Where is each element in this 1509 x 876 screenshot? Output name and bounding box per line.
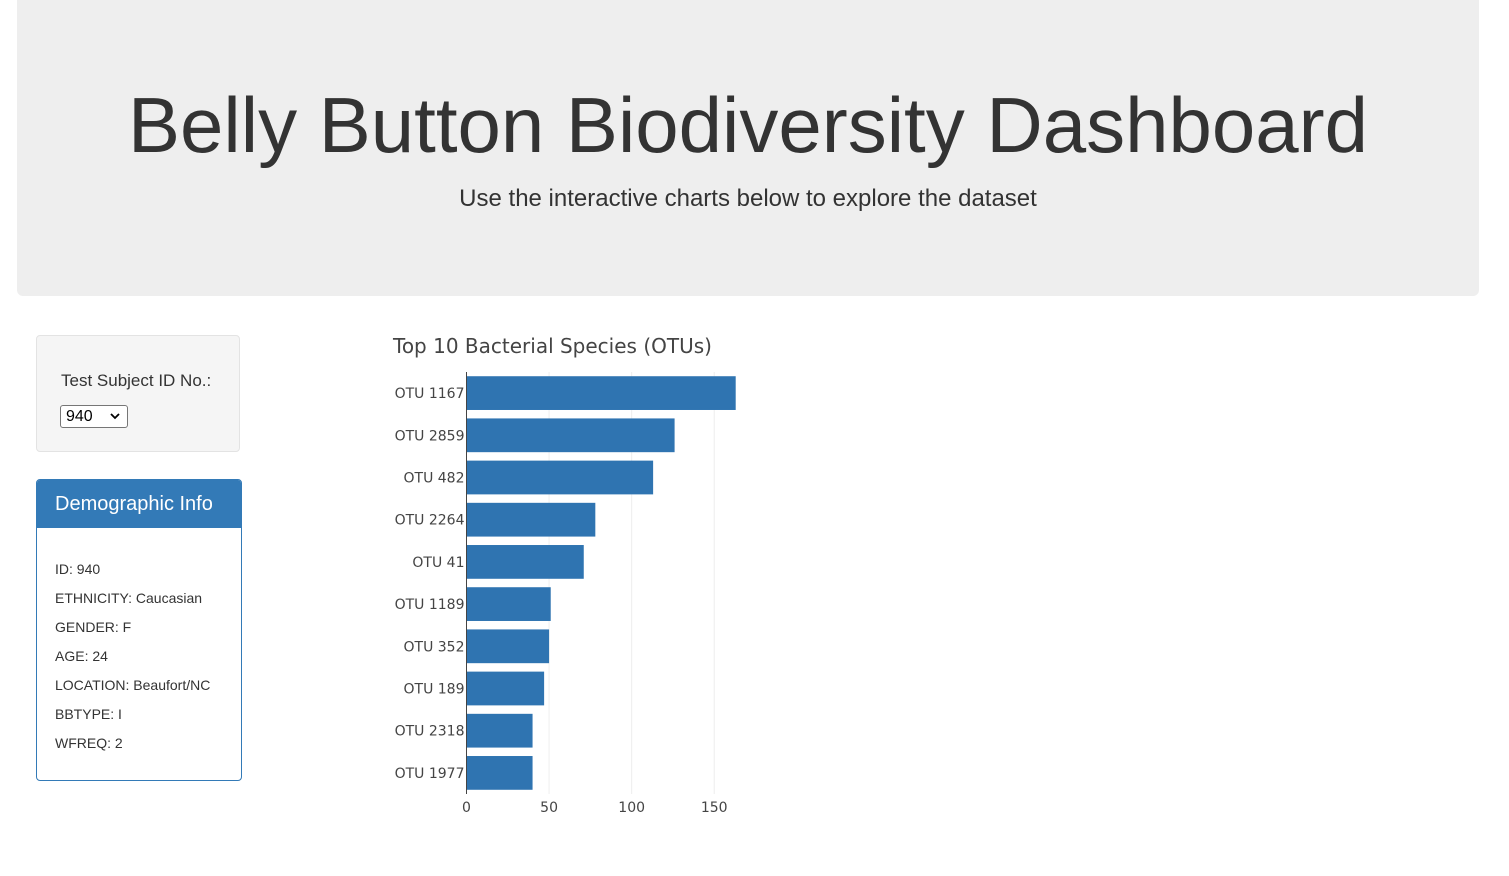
chart-x-tick-label: 100	[618, 800, 645, 816]
chart-x-tick-label: 0	[462, 800, 471, 816]
chart-y-tick-label: OTU 41	[412, 555, 464, 571]
chart-y-tick-label: OTU 2318	[395, 724, 465, 740]
subject-selector-label: Test Subject ID No.:	[61, 371, 212, 390]
chart-y-tick-label: OTU 2859	[395, 428, 465, 444]
demographic-info-panel: Demographic Info ID: 940 ETHNICITY: Cauc…	[36, 479, 242, 781]
chart-bar[interactable]	[466, 502, 596, 537]
chart-bar[interactable]	[466, 587, 551, 621]
demographic-row: ID: 940	[55, 561, 101, 577]
demographic-info-body: ID: 940 ETHNICITY: Caucasian GENDER: F A…	[55, 555, 210, 758]
chart-y-tick-label: OTU 2264	[395, 513, 465, 529]
chevron-down-icon	[110, 413, 120, 420]
chart-y-tick-label: OTU 352	[404, 639, 465, 655]
bar-chart[interactable]: Top 10 Bacterial Species (OTUs) OTU 1167…	[340, 325, 760, 825]
page-title: Belly Button Biodiversity Dashboard	[128, 81, 1368, 169]
subject-id-value: 940	[66, 408, 93, 425]
chart-bar[interactable]	[466, 376, 736, 410]
header-banner: Belly Button Biodiversity Dashboard Use …	[17, 0, 1479, 296]
chart-x-tick-label: 150	[701, 800, 728, 816]
chart-x-tick-labels: 0 50 100 150	[462, 800, 728, 816]
page-subtitle: Use the interactive charts below to expl…	[459, 185, 1037, 212]
chart-bar[interactable]	[466, 629, 550, 664]
chart-bar[interactable]	[466, 713, 533, 748]
demographic-row: ETHNICITY: Caucasian	[55, 590, 203, 606]
chart-y-tick-label: OTU 1189	[395, 597, 465, 613]
chart-title: Top 10 Bacterial Species (OTUs)	[392, 334, 712, 358]
chart-bar[interactable]	[466, 418, 675, 453]
chart-x-tick-label: 50	[540, 800, 558, 816]
chart-y-tick-label: OTU 482	[404, 471, 465, 487]
demographic-row: GENDER: F	[55, 619, 132, 635]
demographic-row: BBTYPE: I	[55, 706, 122, 722]
chart-bars[interactable]	[466, 376, 736, 790]
chart-y-tick-label: OTU 1977	[395, 766, 465, 782]
chart-bar[interactable]	[466, 756, 533, 790]
demographic-row: LOCATION: Beaufort/NC	[55, 677, 211, 693]
chart-bar[interactable]	[466, 545, 584, 579]
subject-id-select[interactable]: 940	[60, 405, 128, 428]
chart-bar[interactable]	[466, 460, 654, 495]
chart-y-tick-labels: OTU 1167 OTU 2859 OTU 482 OTU 2264 OTU 41 OTU…	[395, 386, 465, 782]
chart-y-tick-label: OTU 189	[404, 682, 465, 698]
demographic-row: WFREQ: 2	[55, 735, 123, 751]
demographic-row: AGE: 24	[55, 648, 108, 664]
chart-y-tick-label: OTU 1167	[395, 386, 465, 402]
subject-selector-well: Test Subject ID No.: 940	[36, 335, 240, 452]
chart-bar[interactable]	[466, 671, 545, 706]
demographic-info-heading: Demographic Info	[37, 480, 241, 528]
